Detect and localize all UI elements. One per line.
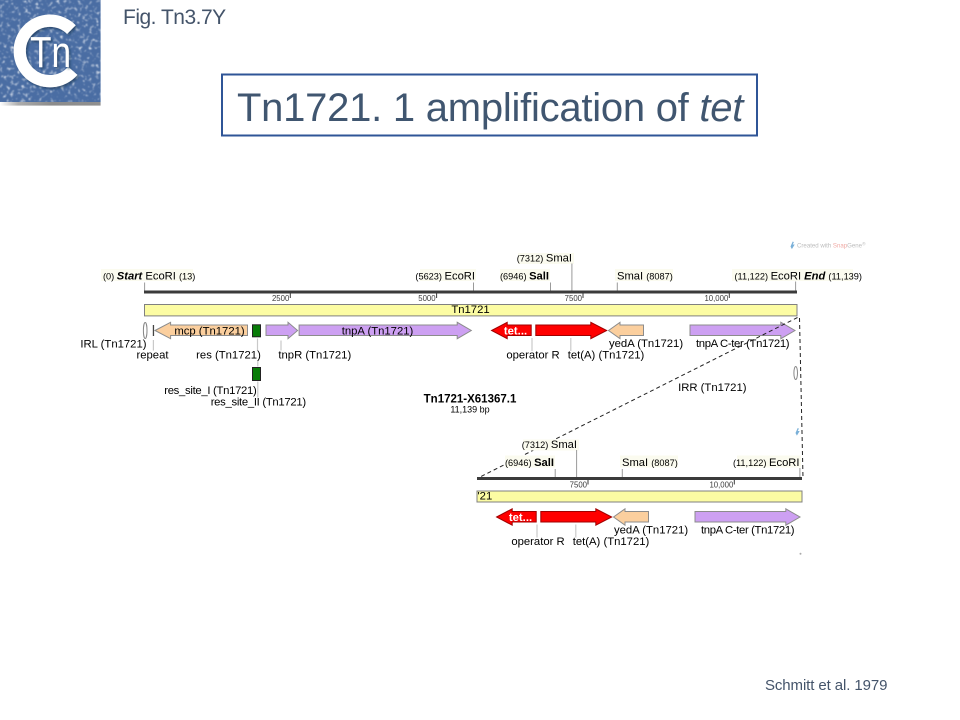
svg-text:tet(A) (Tn1721): tet(A) (Tn1721) (568, 350, 645, 362)
svg-text:10,000: 10,000 (704, 294, 729, 303)
svg-text:Schmitt et al. 1979: Schmitt et al. 1979 (765, 677, 887, 694)
svg-text:10,000: 10,000 (709, 480, 734, 489)
svg-text:7500: 7500 (570, 480, 588, 489)
svg-text:repeat: repeat (136, 350, 169, 362)
svg-text:res_site_I (Tn1721): res_site_I (Tn1721) (164, 385, 257, 397)
svg-text:tnpA C-ter (Tn1721): tnpA C-ter (Tn1721) (696, 338, 790, 350)
svg-text:'21: '21 (478, 491, 493, 503)
svg-text:(5623) EcoRI: (5623) EcoRI (415, 271, 475, 283)
svg-text:Tn1721-X61367.1: Tn1721-X61367.1 (424, 393, 517, 405)
svg-text:5000: 5000 (418, 294, 436, 303)
svg-text:Created with SnapGene®: Created with SnapGene® (797, 241, 866, 250)
svg-text:2500: 2500 (272, 294, 290, 303)
svg-text:SmaI (8087): SmaI (8087) (617, 271, 673, 283)
svg-text:(7312) SmaI: (7312) SmaI (522, 439, 577, 451)
svg-text:Fig. Tn3.7Y: Fig. Tn3.7Y (123, 6, 226, 29)
svg-text:yedA (Tn1721): yedA (Tn1721) (609, 338, 683, 350)
svg-text:tet(A) (Tn1721): tet(A) (Tn1721) (573, 536, 650, 548)
svg-text:tnpR (Tn1721): tnpR (Tn1721) (278, 350, 351, 362)
svg-text:(11,122) EcoRI End (11,139): (11,122) EcoRI End (11,139) (735, 271, 862, 283)
svg-text:mcp (Tn1721): mcp (Tn1721) (174, 325, 245, 337)
svg-text:tet...: tet... (509, 512, 532, 524)
svg-text:tnpA C-ter (Tn1721): tnpA C-ter (Tn1721) (701, 524, 795, 536)
svg-text:IRL (Tn1721): IRL (Tn1721) (80, 338, 146, 350)
svg-text:tnpA (Tn1721): tnpA (Tn1721) (342, 325, 414, 337)
svg-text:(7312) SmaI: (7312) SmaI (517, 253, 572, 265)
svg-text:IRR (Tn1721): IRR (Tn1721) (678, 382, 747, 394)
svg-text:7500: 7500 (565, 294, 583, 303)
svg-text:operator R: operator R (506, 350, 559, 362)
svg-text:Tn1721. 1 amplification of tet: Tn1721. 1 amplification of tet (237, 86, 745, 130)
svg-text:(6946) SalI: (6946) SalI (505, 457, 554, 469)
svg-text:(6946) SalI: (6946) SalI (500, 271, 549, 283)
svg-text:tet...: tet... (504, 325, 527, 337)
svg-text:res_site_II (Tn1721): res_site_II (Tn1721) (211, 396, 307, 408)
svg-text:SmaI (8087): SmaI (8087) (622, 457, 678, 469)
svg-text:yedA (Tn1721): yedA (Tn1721) (614, 524, 688, 536)
svg-text:operator R: operator R (511, 536, 564, 548)
svg-text:11,139 bp: 11,139 bp (450, 405, 489, 415)
svg-text:Tn1721: Tn1721 (451, 304, 489, 316)
svg-text:res (Tn1721): res (Tn1721) (196, 350, 261, 362)
svg-text:(0) Start EcoRI (13): (0) Start EcoRI (13) (103, 271, 195, 283)
svg-text:(11,122) EcoRI: (11,122) EcoRI (733, 457, 800, 469)
svg-text:Tn: Tn (30, 28, 71, 77)
